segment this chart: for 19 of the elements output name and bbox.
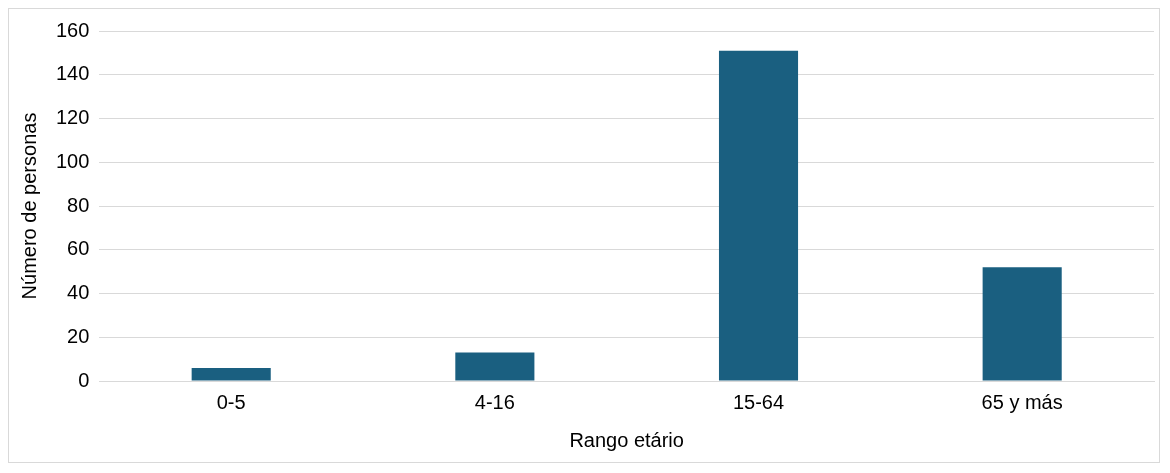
y-tick-label: 0 (78, 368, 90, 391)
y-tick-label: 60 (67, 237, 90, 260)
y-tick-label: 40 (67, 281, 90, 304)
y-tick-label: 80 (67, 193, 90, 216)
x-tick-label: 15-64 (732, 390, 785, 413)
y-tick-label: 20 (67, 324, 90, 347)
x-tick-label: 65 y más (981, 390, 1063, 413)
x-axis-title: Rango etário (569, 428, 684, 451)
x-tick-label: 4-16 (474, 390, 515, 413)
y-tick-label: 100 (55, 149, 90, 172)
bar (191, 367, 271, 381)
y-tick-label: 120 (55, 106, 90, 129)
y-axis-title: Número de personas (17, 112, 40, 300)
y-tick-label: 160 (55, 18, 90, 41)
y-tick-label: 140 (55, 62, 90, 85)
bar (718, 50, 799, 381)
bar (455, 352, 535, 381)
x-tick-label: 0-5 (216, 390, 246, 413)
bar (982, 267, 1062, 381)
